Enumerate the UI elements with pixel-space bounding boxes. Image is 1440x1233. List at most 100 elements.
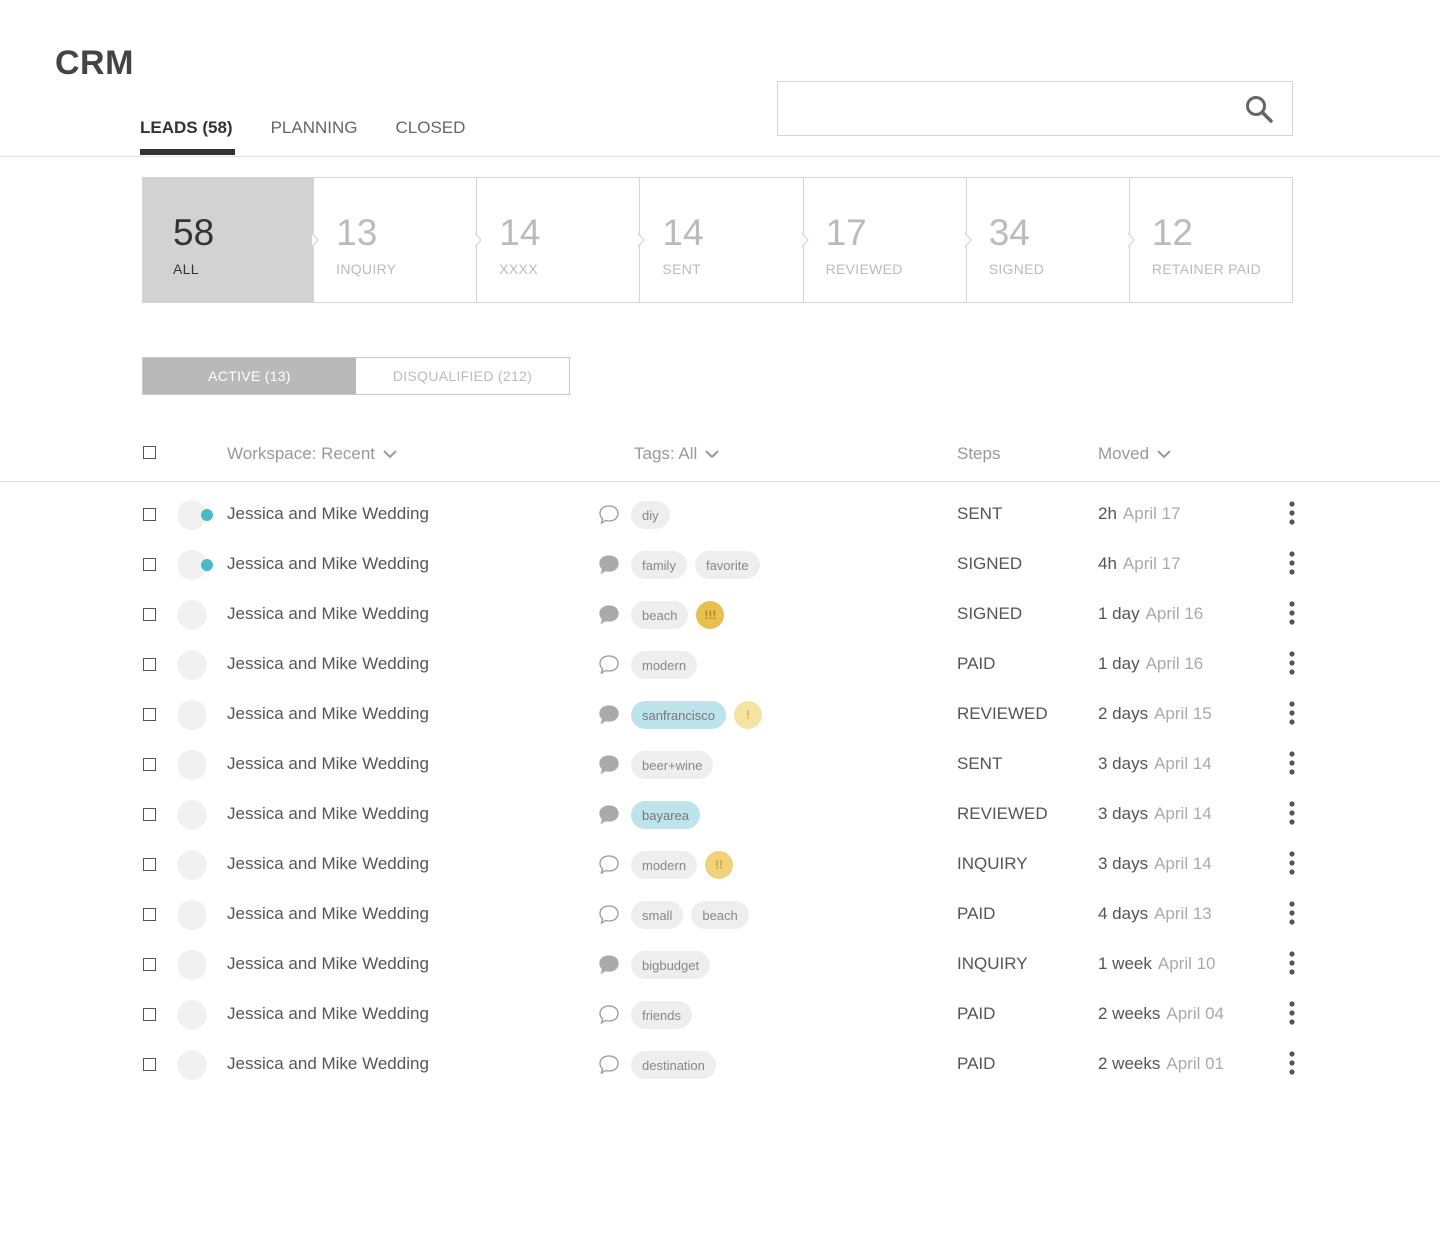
workspace-filter-dropdown[interactable]: Workspace: Recent (227, 444, 397, 464)
filter-active-button[interactable]: ACTIVE (13) (143, 358, 356, 394)
lead-title[interactable]: Jessica and Mike Wedding (227, 504, 429, 523)
more-options-icon[interactable] (1282, 849, 1302, 877)
comment-icon[interactable] (598, 553, 620, 575)
tag-chip[interactable]: bayarea (631, 801, 700, 829)
table-row[interactable]: Jessica and Mike Wedding modern PAID 1 day A… (0, 639, 1440, 689)
comment-icon[interactable] (598, 653, 620, 675)
more-options-icon[interactable] (1282, 599, 1302, 627)
tag-chip[interactable]: modern (631, 851, 698, 879)
table-row[interactable]: Jessica and Mike Wedding bayarea REVIEWED 3… (0, 789, 1440, 839)
tag-chip[interactable]: destination (631, 1051, 716, 1079)
row-checkbox[interactable] (143, 658, 156, 671)
more-options-icon[interactable] (1282, 549, 1302, 577)
moved-sort-dropdown[interactable]: Moved (1098, 444, 1171, 464)
table-row[interactable]: Jessica and Mike Wedding bigbudget INQUIRY… (0, 939, 1440, 989)
more-options-icon[interactable] (1282, 499, 1302, 527)
step-status: SENT (957, 504, 1003, 523)
tab-leads[interactable]: LEADS (58) (140, 118, 235, 156)
tag-chip[interactable]: beer+wine (631, 751, 714, 779)
table-row[interactable]: Jessica and Mike Wedding beer+wine SENT 3 d… (0, 739, 1440, 789)
more-options-icon[interactable] (1282, 799, 1302, 827)
filter-disqualified-button[interactable]: DISQUALIFIED (212) (356, 358, 569, 394)
stage-label: ALL (173, 261, 199, 277)
stage-count: 17 (825, 212, 867, 253)
comment-icon[interactable] (598, 1003, 620, 1025)
lead-title[interactable]: Jessica and Mike Wedding (227, 754, 429, 773)
row-checkbox[interactable] (143, 1008, 156, 1021)
row-checkbox[interactable] (143, 808, 156, 821)
table-row[interactable]: Jessica and Mike Wedding diy SENT 2h April 1… (0, 489, 1440, 539)
search-input[interactable] (778, 82, 1228, 135)
table-row[interactable]: Jessica and Mike Wedding family favorite SI… (0, 539, 1440, 589)
tag-chip[interactable]: sanfrancisco (631, 701, 726, 729)
stage-sent[interactable]: 14 SENT (637, 178, 803, 302)
row-checkbox[interactable] (143, 1058, 156, 1071)
more-options-icon[interactable] (1282, 649, 1302, 677)
more-options-icon[interactable] (1282, 749, 1302, 777)
stage-inquiry[interactable]: 13 INQUIRY (311, 178, 477, 302)
tab-planning[interactable]: PLANNING (270, 118, 358, 137)
moved-time: 3 days April 14 (1098, 804, 1212, 824)
comment-icon[interactable] (598, 853, 620, 875)
tag-chip[interactable]: diy (631, 501, 670, 529)
search-icon[interactable] (1244, 94, 1274, 124)
comment-icon[interactable] (598, 753, 620, 775)
more-options-icon[interactable] (1282, 999, 1302, 1027)
tags-filter-dropdown[interactable]: Tags: All (634, 444, 720, 464)
row-checkbox[interactable] (143, 608, 156, 621)
stage-xxxx[interactable]: 14 XXXX (474, 178, 640, 302)
tag-chip[interactable]: favorite (694, 551, 760, 579)
table-row[interactable]: Jessica and Mike Wedding small beach PAID 4 … (0, 889, 1440, 939)
stage-all[interactable]: 58 ALL (143, 178, 314, 302)
table-row[interactable]: Jessica and Mike Wedding sanfrancisco! REV… (0, 689, 1440, 739)
more-options-icon[interactable] (1282, 1049, 1302, 1077)
tag-chip[interactable]: friends (631, 1001, 693, 1029)
lead-title[interactable]: Jessica and Mike Wedding (227, 704, 429, 723)
lead-title[interactable]: Jessica and Mike Wedding (227, 604, 429, 623)
comment-icon[interactable] (598, 603, 620, 625)
stage-retainer-paid[interactable]: 12 RETAINER PAID (1127, 178, 1292, 302)
comment-icon[interactable] (598, 503, 620, 525)
row-checkbox[interactable] (143, 958, 156, 971)
tag-chip[interactable]: beach (691, 901, 749, 929)
tag-chip[interactable]: bigbudget (631, 951, 711, 979)
comment-icon[interactable] (598, 953, 620, 975)
select-all-checkbox[interactable] (143, 446, 156, 459)
row-checkbox[interactable] (143, 558, 156, 571)
table-row[interactable]: Jessica and Mike Wedding beach!!! SIGNED 1 … (0, 589, 1440, 639)
row-checkbox[interactable] (143, 508, 156, 521)
more-options-icon[interactable] (1282, 949, 1302, 977)
more-options-icon[interactable] (1282, 899, 1302, 927)
comment-icon[interactable] (598, 1053, 620, 1075)
chevron-right-icon (1127, 232, 1135, 248)
row-checkbox[interactable] (143, 758, 156, 771)
lead-title[interactable]: Jessica and Mike Wedding (227, 904, 429, 923)
lead-title[interactable]: Jessica and Mike Wedding (227, 1004, 429, 1023)
lead-title[interactable]: Jessica and Mike Wedding (227, 804, 429, 823)
tag-chip[interactable]: beach (631, 601, 689, 629)
lead-title[interactable]: Jessica and Mike Wedding (227, 854, 429, 873)
row-checkbox[interactable] (143, 908, 156, 921)
lead-title[interactable]: Jessica and Mike Wedding (227, 1054, 429, 1073)
comment-icon[interactable] (598, 903, 620, 925)
table-row[interactable]: Jessica and Mike Wedding modern!! INQUIRY 3… (0, 839, 1440, 889)
stage-signed[interactable]: 34 SIGNED (964, 178, 1129, 302)
stage-reviewed[interactable]: 17 REVIEWED (801, 178, 966, 302)
lead-title[interactable]: Jessica and Mike Wedding (227, 554, 429, 573)
tag-list: small beach (631, 901, 749, 929)
table-row[interactable]: Jessica and Mike Wedding destination PAID 2… (0, 1039, 1440, 1089)
row-checkbox[interactable] (143, 708, 156, 721)
moved-date: April 15 (1154, 704, 1212, 723)
comment-icon[interactable] (598, 703, 620, 725)
tab-closed[interactable]: CLOSED (395, 118, 466, 137)
tag-chip[interactable]: modern (631, 651, 698, 679)
comment-icon[interactable] (598, 803, 620, 825)
tag-chip[interactable]: small (631, 901, 684, 929)
tag-chip[interactable]: family (631, 551, 687, 579)
tag-list: destination (631, 1051, 716, 1079)
row-checkbox[interactable] (143, 858, 156, 871)
more-options-icon[interactable] (1282, 699, 1302, 727)
table-row[interactable]: Jessica and Mike Wedding friends PAID 2 wee… (0, 989, 1440, 1039)
lead-title[interactable]: Jessica and Mike Wedding (227, 654, 429, 673)
lead-title[interactable]: Jessica and Mike Wedding (227, 954, 429, 973)
